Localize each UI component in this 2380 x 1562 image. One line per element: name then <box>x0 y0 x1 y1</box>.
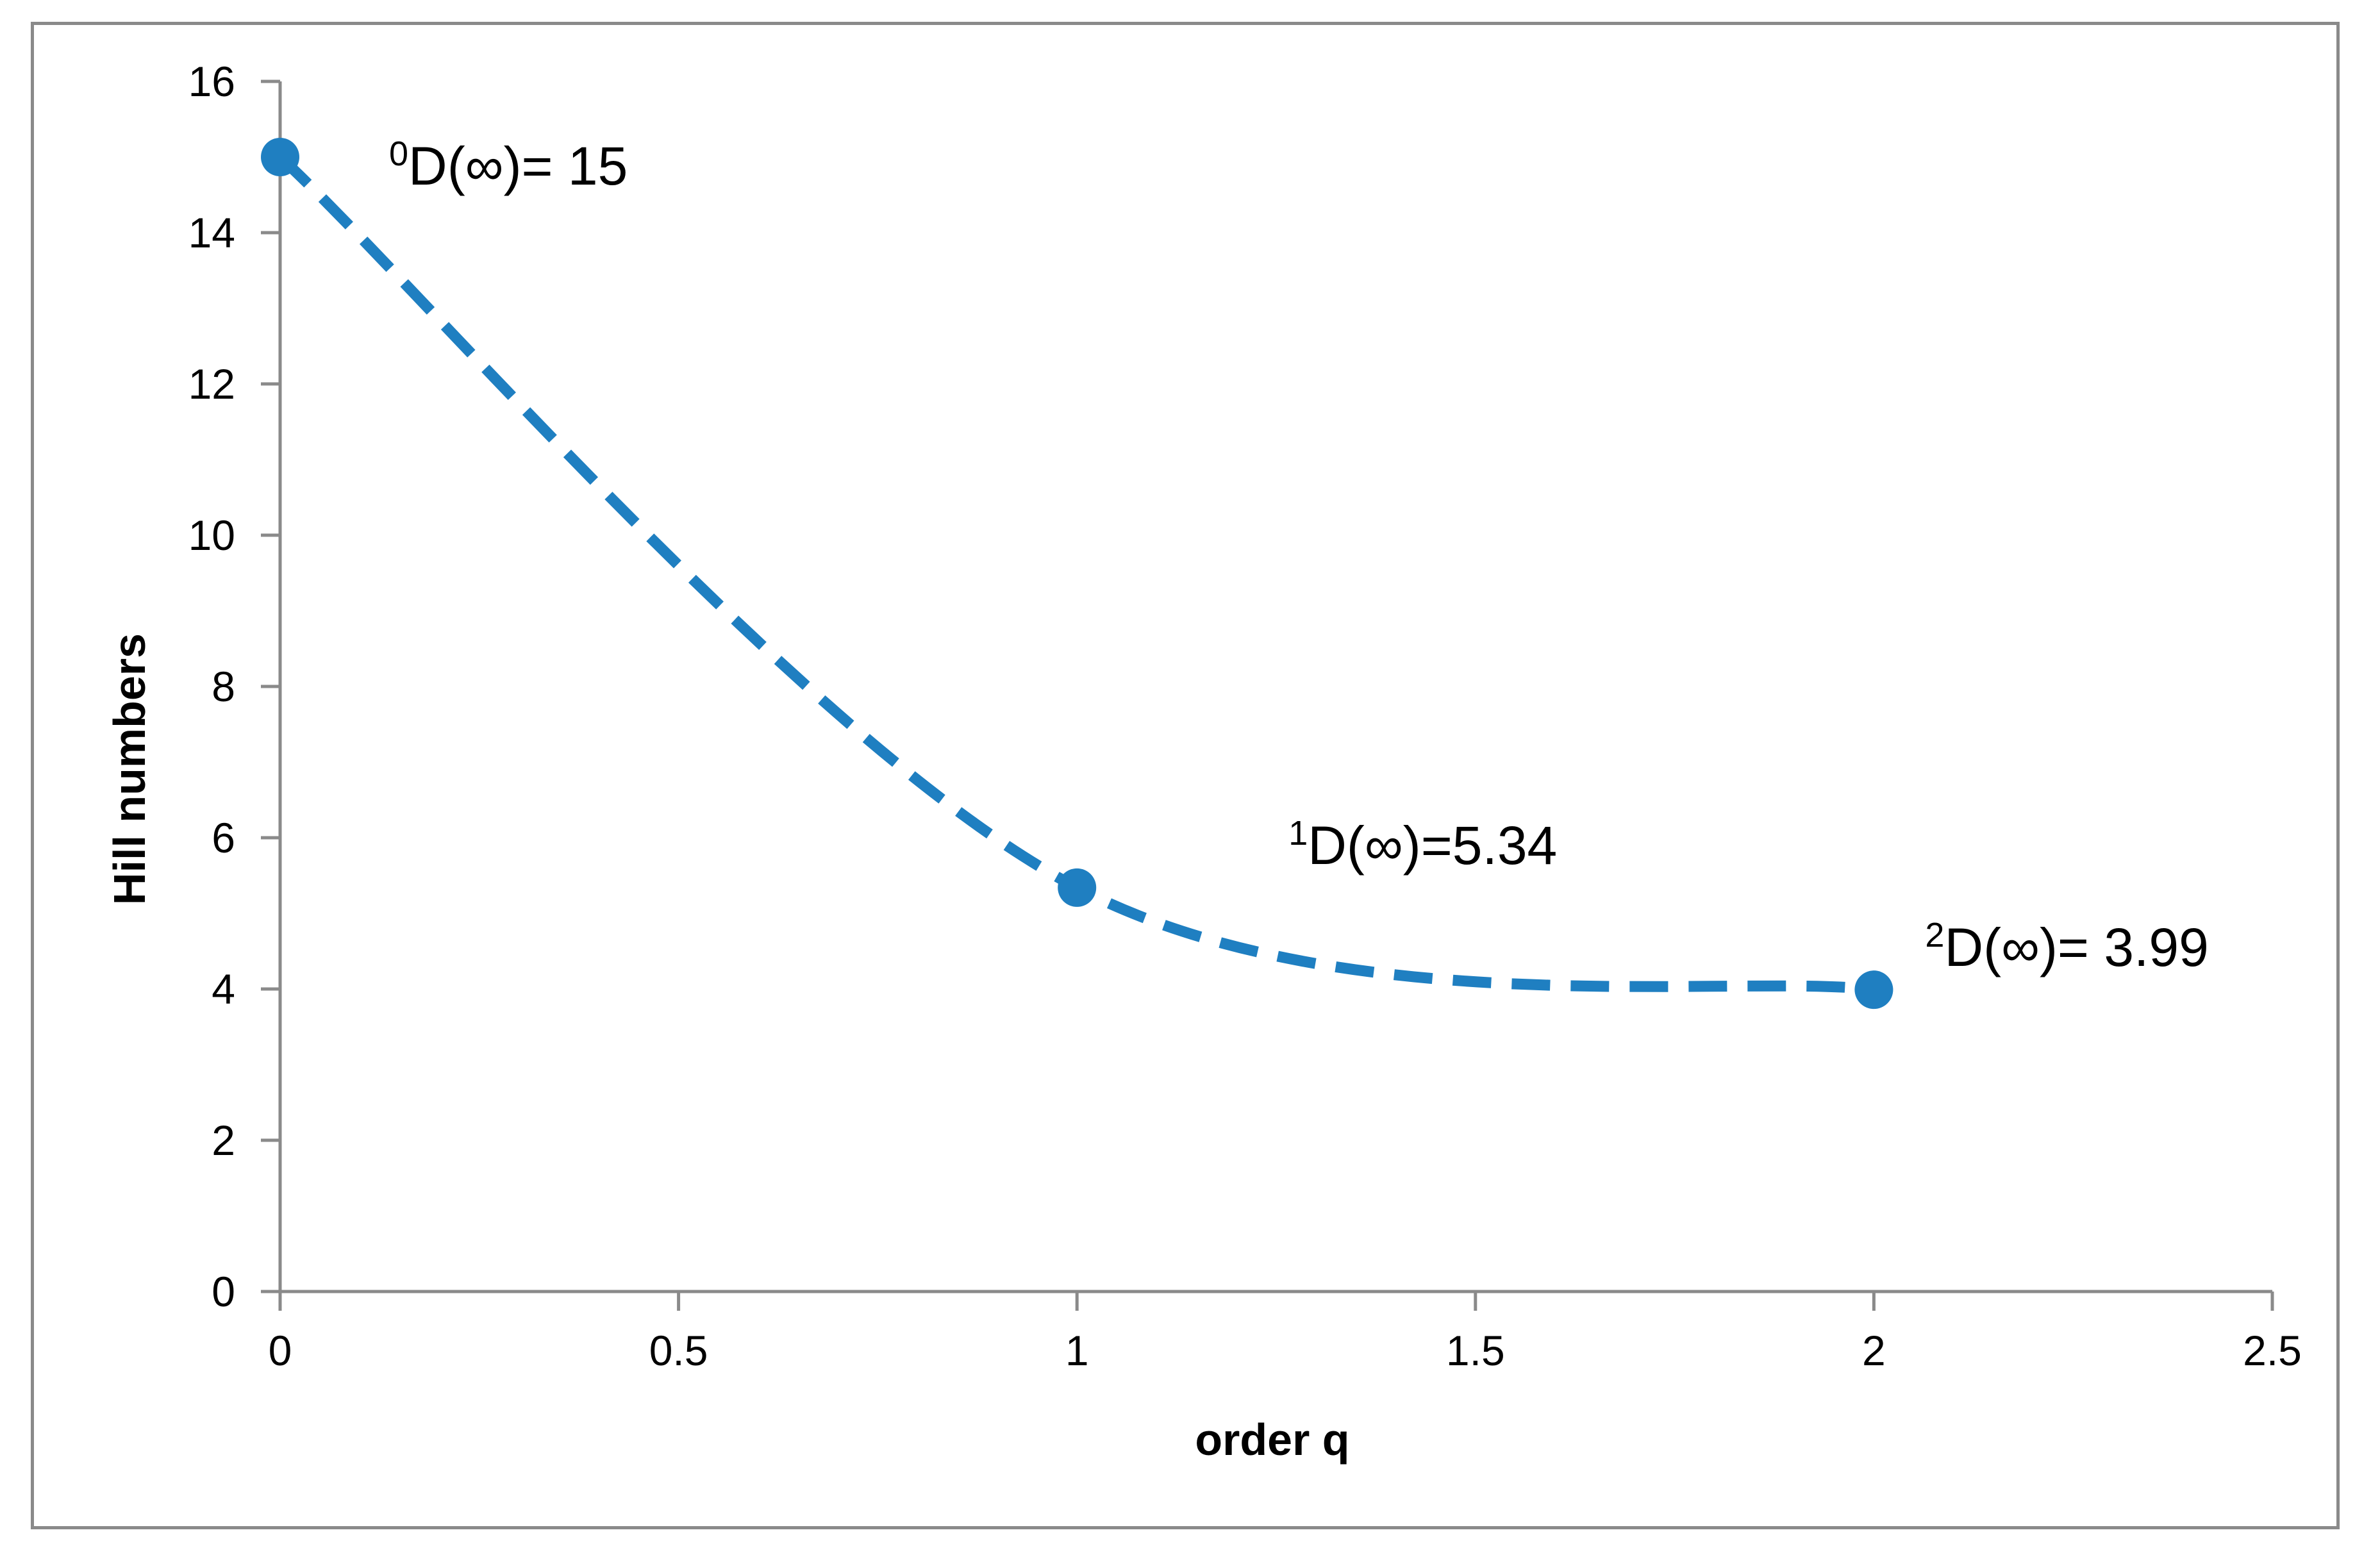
x-tick-label: 0 <box>269 1327 292 1374</box>
annotations: 0D(∞)= 15 1D(∞)=5.34 2D(∞)= 3.99 <box>389 135 2209 977</box>
x-tick-label: 1 <box>1065 1327 1089 1374</box>
y-tick-label: 10 <box>188 511 235 559</box>
data-label: 2D(∞)= 3.99 <box>1925 916 2208 977</box>
y-tick-label: 4 <box>212 965 235 1013</box>
axes: 0 2 4 6 8 10 12 14 16 0 0.5 1 1.5 2 2.5 <box>188 58 2302 1374</box>
data-point <box>1058 868 1097 907</box>
x-tick-label: 2.5 <box>2243 1327 2302 1374</box>
y-tick-label: 0 <box>212 1268 235 1315</box>
series-layer <box>261 138 1893 1009</box>
y-tick-label: 14 <box>188 209 235 256</box>
y-tick-label: 16 <box>188 58 235 105</box>
x-axis-title: order q <box>1195 1415 1349 1465</box>
data-point <box>261 138 299 176</box>
series-line <box>276 153 1875 995</box>
y-tick-label: 6 <box>212 814 235 861</box>
y-tick-label: 2 <box>212 1117 235 1164</box>
data-label: 0D(∞)= 15 <box>389 135 628 196</box>
data-point <box>1854 970 1893 1009</box>
x-tick-label: 2 <box>1862 1327 1886 1374</box>
y-tick-label: 12 <box>188 360 235 408</box>
x-tick-label: 0.5 <box>649 1327 708 1374</box>
data-label: 1D(∞)=5.34 <box>1288 814 1557 876</box>
y-tick-label: 8 <box>212 663 235 710</box>
y-axis-title: Hill numbers <box>104 633 154 905</box>
x-tick-label: 1.5 <box>1446 1327 1505 1374</box>
chart-frame <box>31 22 2340 1529</box>
